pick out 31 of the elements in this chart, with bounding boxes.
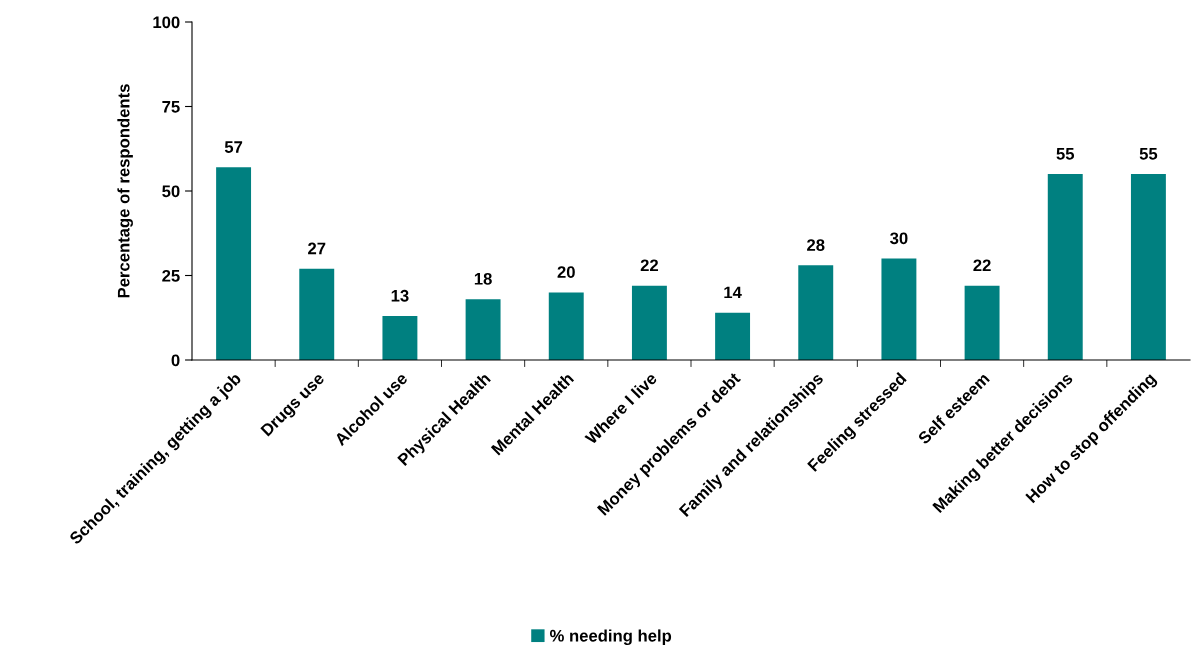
data-label: 55 [1056,148,1075,160]
bar [631,285,667,360]
data-label: 22 [640,259,659,272]
data-label: 28 [807,239,825,251]
data-label: 18 [474,272,492,285]
y-tick-label: 100 [153,16,180,29]
bar [798,265,834,360]
data-label: 57 [224,141,243,153]
bar [382,316,418,360]
bar [465,299,501,360]
data-label: 27 [308,242,326,255]
bar [548,292,584,360]
data-label: 55 [1139,148,1158,160]
y-tick-label: 50 [162,185,180,198]
legend-label: % needing help [549,629,672,645]
data-label: 30 [890,232,908,245]
bar [1047,174,1083,360]
data-label: 13 [391,289,409,302]
data-label: 14 [724,286,742,299]
data-label: 20 [557,266,575,278]
bar [715,312,751,360]
bar [1130,174,1166,360]
y-tick-label: 75 [162,101,180,113]
y-tick-label: 0 [171,354,180,367]
y-axis-title: Percentage of respondents [117,84,133,298]
bar [881,258,917,360]
bar [299,268,335,360]
data-label: 22 [973,259,991,272]
y-tick-label: 25 [162,269,180,282]
bar [964,285,1000,360]
bar [216,167,252,360]
